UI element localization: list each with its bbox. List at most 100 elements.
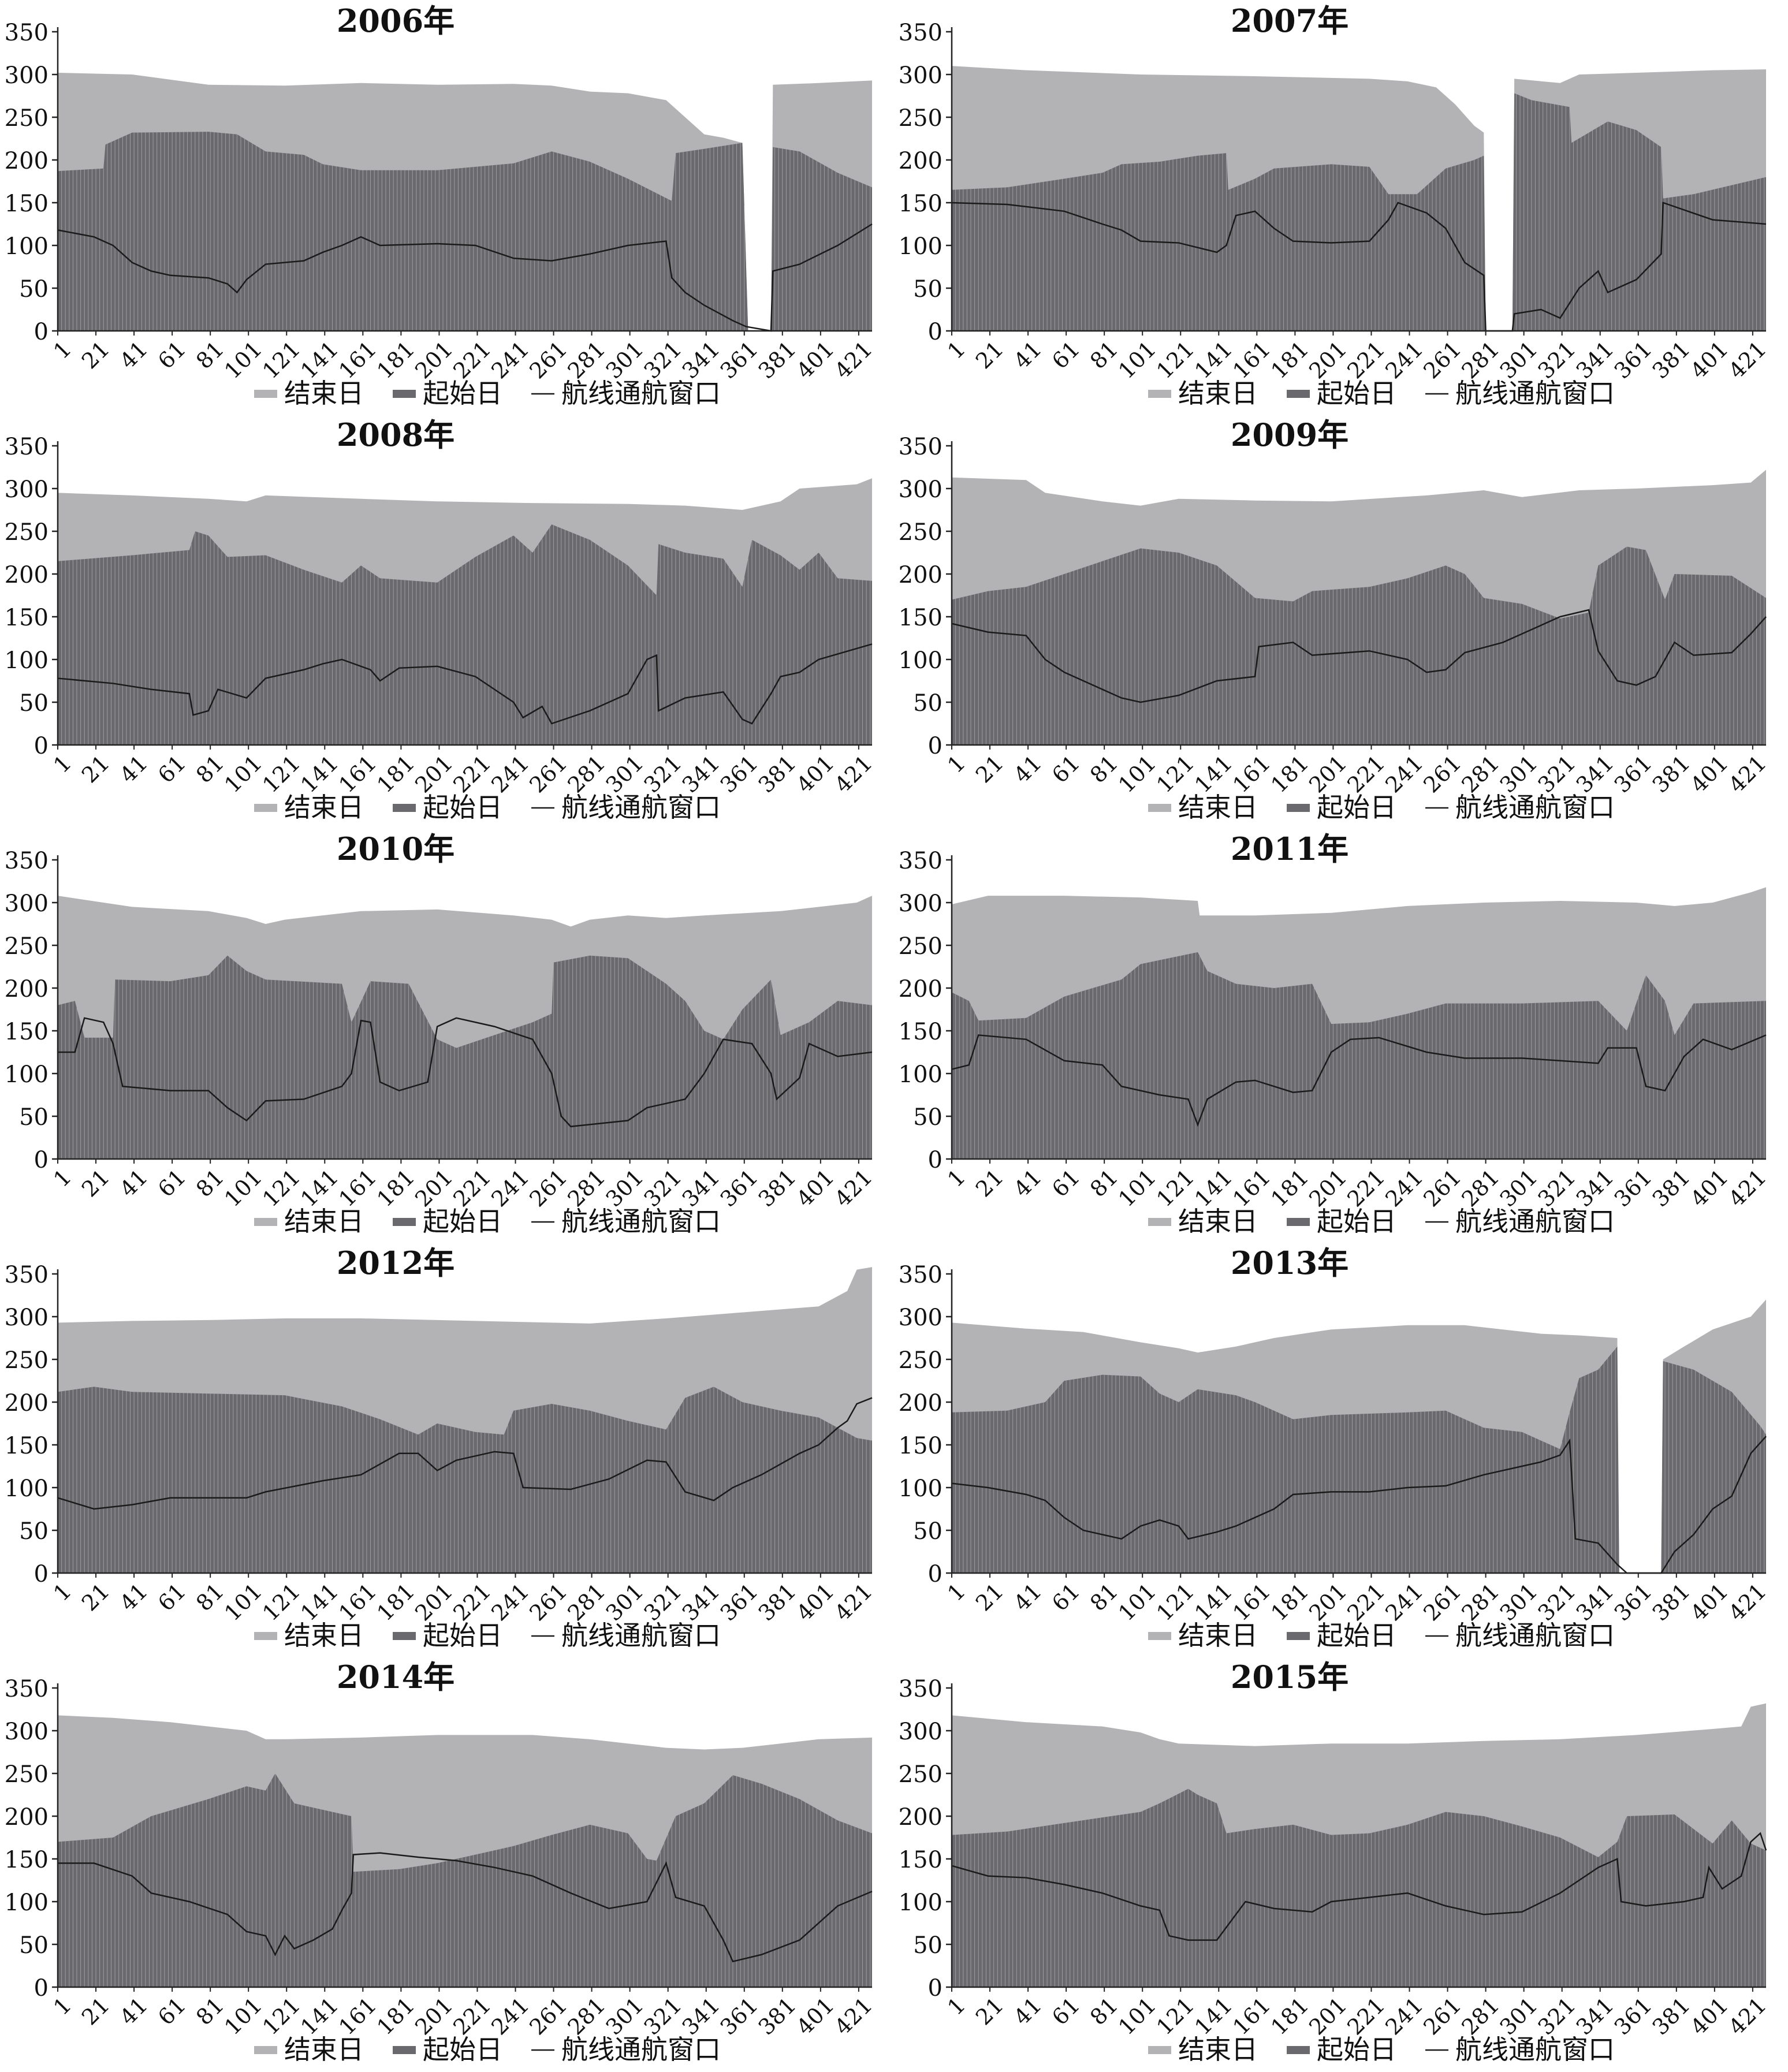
- x-tick-label: 341: [677, 336, 724, 383]
- x-tick-label: 321: [1533, 750, 1580, 798]
- legend-start: 起始日: [393, 792, 502, 823]
- y-tick-label: 350: [899, 1676, 943, 1702]
- legend-end-label: 结束日: [284, 378, 364, 409]
- series-start-area: [58, 132, 872, 331]
- legend-start: 起始日: [1287, 792, 1396, 823]
- x-tick-label: 181: [1266, 1992, 1313, 2040]
- legend-end: 结束日: [254, 2034, 364, 2065]
- x-tick-label: 281: [1457, 1992, 1504, 2040]
- legend-end-label: 结束日: [284, 2034, 364, 2065]
- legend-start-label: 起始日: [1317, 378, 1396, 409]
- y-tick-label: 350: [5, 848, 49, 874]
- x-tick-label: 401: [1686, 1578, 1733, 1626]
- x-tick-label: 321: [1533, 1578, 1580, 1626]
- legend-end: 结束日: [1148, 2034, 1258, 2065]
- x-tick-label: 301: [1495, 1164, 1542, 1212]
- y-tick-label: 300: [5, 1305, 49, 1331]
- x-tick-label: 121: [1152, 750, 1199, 798]
- x-tick-label: 41: [1009, 1578, 1046, 1616]
- x-tick-label: 101: [1113, 1992, 1161, 2040]
- legend-window-label: 航线通航窗口: [1455, 1620, 1615, 1651]
- x-tick-label: 421: [830, 1992, 877, 2040]
- x-tick-label: 161: [334, 1578, 381, 1626]
- legend-window: 航线通航窗口: [1425, 1620, 1615, 1651]
- x-tick-label: 421: [1724, 750, 1771, 798]
- y-tick-label: 50: [19, 1932, 49, 1959]
- y-tick-label: 200: [5, 1390, 49, 1417]
- x-tick-label: 121: [258, 1164, 305, 1212]
- x-tick-label: 1: [943, 750, 970, 778]
- legend-end-label: 结束日: [1178, 792, 1258, 823]
- x-tick-label: 161: [334, 1164, 381, 1212]
- legend-end-label: 结束日: [1178, 378, 1258, 409]
- x-tick-label: 241: [486, 336, 534, 383]
- x-tick-label: 401: [1686, 336, 1733, 383]
- x-tick-label: 201: [410, 336, 457, 383]
- y-tick-label: 350: [5, 1262, 49, 1288]
- legend-start-label: 起始日: [1317, 2034, 1396, 2065]
- y-tick-label: 250: [5, 1761, 49, 1788]
- x-tick-label: 321: [639, 336, 686, 383]
- x-tick-label: 341: [1571, 1578, 1618, 1626]
- x-tick-label: 221: [448, 1164, 496, 1212]
- x-tick-label: 261: [1418, 750, 1466, 798]
- x-tick-label: 21: [971, 336, 1008, 374]
- series-window-line: [57, 223, 873, 332]
- y-tick-label: 50: [19, 690, 49, 717]
- x-tick-label: 421: [830, 1578, 877, 1626]
- legend-start-label: 起始日: [423, 378, 502, 409]
- y-tick-label: 300: [5, 476, 49, 503]
- x-tick-label: 261: [524, 1992, 572, 2040]
- y-tick-label: 300: [899, 62, 943, 89]
- x-tick-label: 61: [153, 1578, 191, 1616]
- x-tick-label: 381: [754, 1578, 801, 1626]
- x-tick-label: 101: [1113, 336, 1161, 383]
- y-tick-label: 50: [913, 1518, 943, 1545]
- legend-window: 航线通航窗口: [531, 2034, 721, 2065]
- x-tick-label: 301: [601, 750, 648, 798]
- x-tick-label: 421: [1724, 336, 1771, 383]
- x-tick-label: 181: [1266, 750, 1313, 798]
- x-tick-label: 281: [563, 1992, 610, 2040]
- legend-window: 航线通航窗口: [531, 792, 721, 823]
- x-tick-label: 241: [486, 750, 534, 798]
- x-tick-label: 61: [1047, 750, 1085, 788]
- x-tick-label: 41: [115, 1992, 152, 2030]
- legend-end-label: 结束日: [1178, 2034, 1258, 2065]
- x-tick-label: 381: [1648, 1992, 1695, 2040]
- legend-end: 结束日: [254, 1206, 364, 1237]
- y-tick-label: 50: [19, 1104, 49, 1131]
- chart-panel-7: 0 50 100 150 200 250 300 350 1 21 41 61 81 101 121 141 1…: [0, 1242, 894, 1656]
- x-tick-label: 101: [219, 1164, 267, 1212]
- y-tick-label: 0: [34, 1147, 49, 1173]
- chart-panel-1: 0 50 100 150 200 250 300 350 1 21 41 61 81 101 121 141 1…: [0, 0, 894, 414]
- x-tick-label: 401: [1686, 750, 1733, 798]
- x-tick-label: 261: [524, 1578, 572, 1626]
- x-tick-label: 41: [115, 336, 152, 374]
- x-tick-label: 181: [1266, 1164, 1313, 1212]
- x-tick-label: 201: [1304, 1164, 1351, 1212]
- series-start-hatching: [57, 525, 871, 745]
- legend-end: 结束日: [1148, 378, 1258, 409]
- x-tick-label: 281: [1457, 750, 1504, 798]
- y-tick-label: 250: [899, 519, 943, 546]
- y-tick-label: 250: [5, 1347, 49, 1374]
- y-tick-label: 250: [5, 519, 49, 546]
- x-tick-label: 221: [448, 750, 496, 798]
- y-tick-label: 50: [19, 1518, 49, 1545]
- y-tick-label: 0: [928, 319, 943, 345]
- x-tick-label: 361: [716, 1164, 763, 1212]
- y-tick-label: 200: [899, 976, 943, 1003]
- y-tick-label: 250: [899, 933, 943, 960]
- x-tick-label: 281: [1457, 1578, 1504, 1626]
- y-tick-label: 300: [899, 1305, 943, 1331]
- legend-window-label: 航线通航窗口: [561, 2034, 721, 2065]
- legend-window-label: 航线通航窗口: [1455, 792, 1615, 823]
- x-tick-label: 381: [1648, 750, 1695, 798]
- axes: [951, 1683, 1766, 1988]
- x-tick-label: 181: [372, 750, 419, 798]
- x-tick-label: 401: [792, 1992, 839, 2040]
- series-start-hatching: [57, 955, 871, 1159]
- x-tick-label: 201: [410, 1164, 457, 1212]
